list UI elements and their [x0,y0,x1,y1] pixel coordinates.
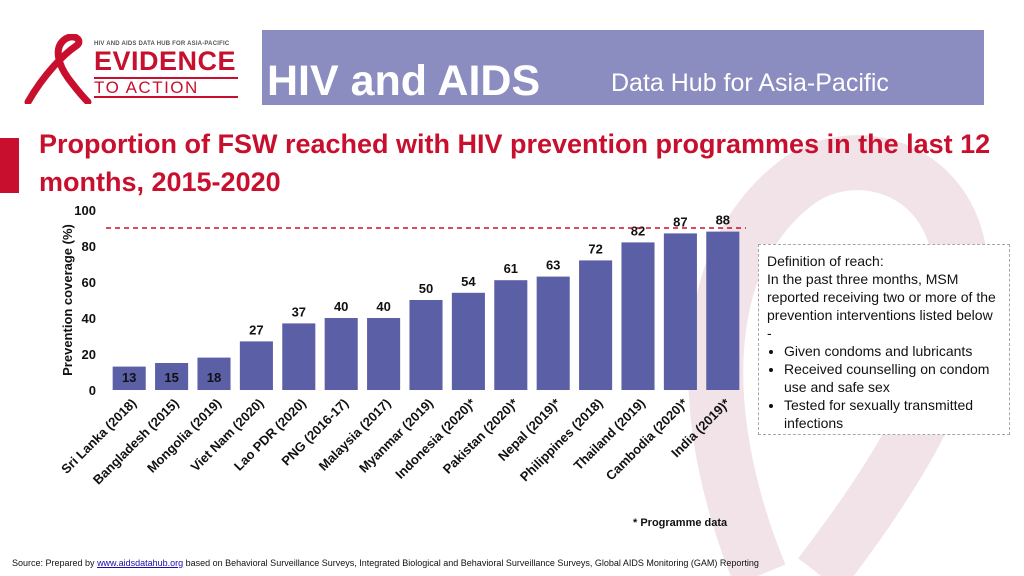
y-tick-label: 60 [82,275,96,290]
source-suffix: based on Behavioral Surveillance Surveys… [183,558,759,568]
bar [536,276,570,390]
data-label: 15 [164,370,178,385]
bar [324,318,358,390]
logo-main-text: EVIDENCE [94,46,237,76]
data-label: 13 [122,370,136,385]
bar [155,363,189,390]
data-label: 37 [292,304,306,319]
y-tick-label: 40 [82,311,96,326]
data-label: 87 [673,214,687,229]
y-tick-label: 20 [82,347,96,362]
data-label: 82 [631,223,645,238]
x-tick-label: Malaysia (2017) [316,396,394,474]
data-label: 40 [334,299,348,314]
source-prefix: Source: Prepared by [12,558,98,568]
logo-secondary-text: TO ACTION [94,78,199,97]
x-tick-label: Myanmar (2019) [356,396,436,476]
bar [239,341,273,390]
bar [579,260,613,390]
header-bar: HIV AND AIDS DATA HUB FOR ASIA-PACIFIC E… [0,30,984,105]
y-axis-title: Prevention coverage (%) [60,224,75,376]
bar [282,323,316,390]
x-tick-label: Pakistan (2020)* [440,395,522,477]
hub-title: HIV and AIDS [267,57,541,105]
data-label: 40 [376,299,390,314]
bar [367,318,401,390]
data-label: 54 [461,274,476,289]
data-label: 50 [419,281,433,296]
footnote: * Programme data [633,517,728,529]
logo: HIV AND AIDS DATA HUB FOR ASIA-PACIFIC E… [0,30,262,105]
data-label: 61 [504,261,518,276]
y-tick-label: 80 [82,239,96,254]
bar [197,357,231,390]
definition-text: In the past three months, MSM reported r… [767,271,996,341]
bar [409,300,443,390]
source-note: Source: Prepared by www.aidsdatahub.org … [12,558,759,568]
bar [494,280,528,390]
source-link[interactable]: www.aidsdatahub.org [97,558,184,568]
x-tick-label: Lao PDR (2020) [231,396,309,474]
bar [451,292,485,390]
definition-heading: Definition of reach: [767,253,884,269]
title-marker [0,138,19,193]
logo-divider-bottom [94,96,238,98]
data-label: 18 [207,370,221,385]
definition-box: Definition of reach: In the past three m… [758,244,1010,435]
data-label: 88 [716,213,730,228]
bar [663,233,697,390]
definition-item: Received counselling on condom use and s… [784,360,1001,396]
x-tick-label: Mongolia (2019) [144,396,224,476]
definition-item: Given condoms and lubricants [784,342,1001,360]
bar [621,242,655,390]
logo-subtitle: HIV AND AIDS DATA HUB FOR ASIA-PACIFIC [94,41,230,47]
definition-list: Given condoms and lubricants Received co… [767,342,1001,432]
definition-item: Tested for sexually transmitted infectio… [784,396,1001,432]
bar [112,366,146,390]
data-label: 72 [588,241,602,256]
y-tick-label: 100 [74,203,96,218]
data-label: 27 [249,322,263,337]
data-label: 63 [546,258,560,273]
x-tick-label: Viet Nam (2020) [188,396,267,475]
red-ribbon-icon [24,34,92,104]
y-tick-label: 0 [89,383,96,398]
bar [706,231,740,390]
hub-subtitle: Data Hub for Asia-Pacific [611,69,889,97]
slide-title: Proportion of FSW reached with HIV preve… [39,129,991,197]
logo-divider [94,77,238,79]
x-tick-label: Sri Lanka (2018) [58,396,139,477]
